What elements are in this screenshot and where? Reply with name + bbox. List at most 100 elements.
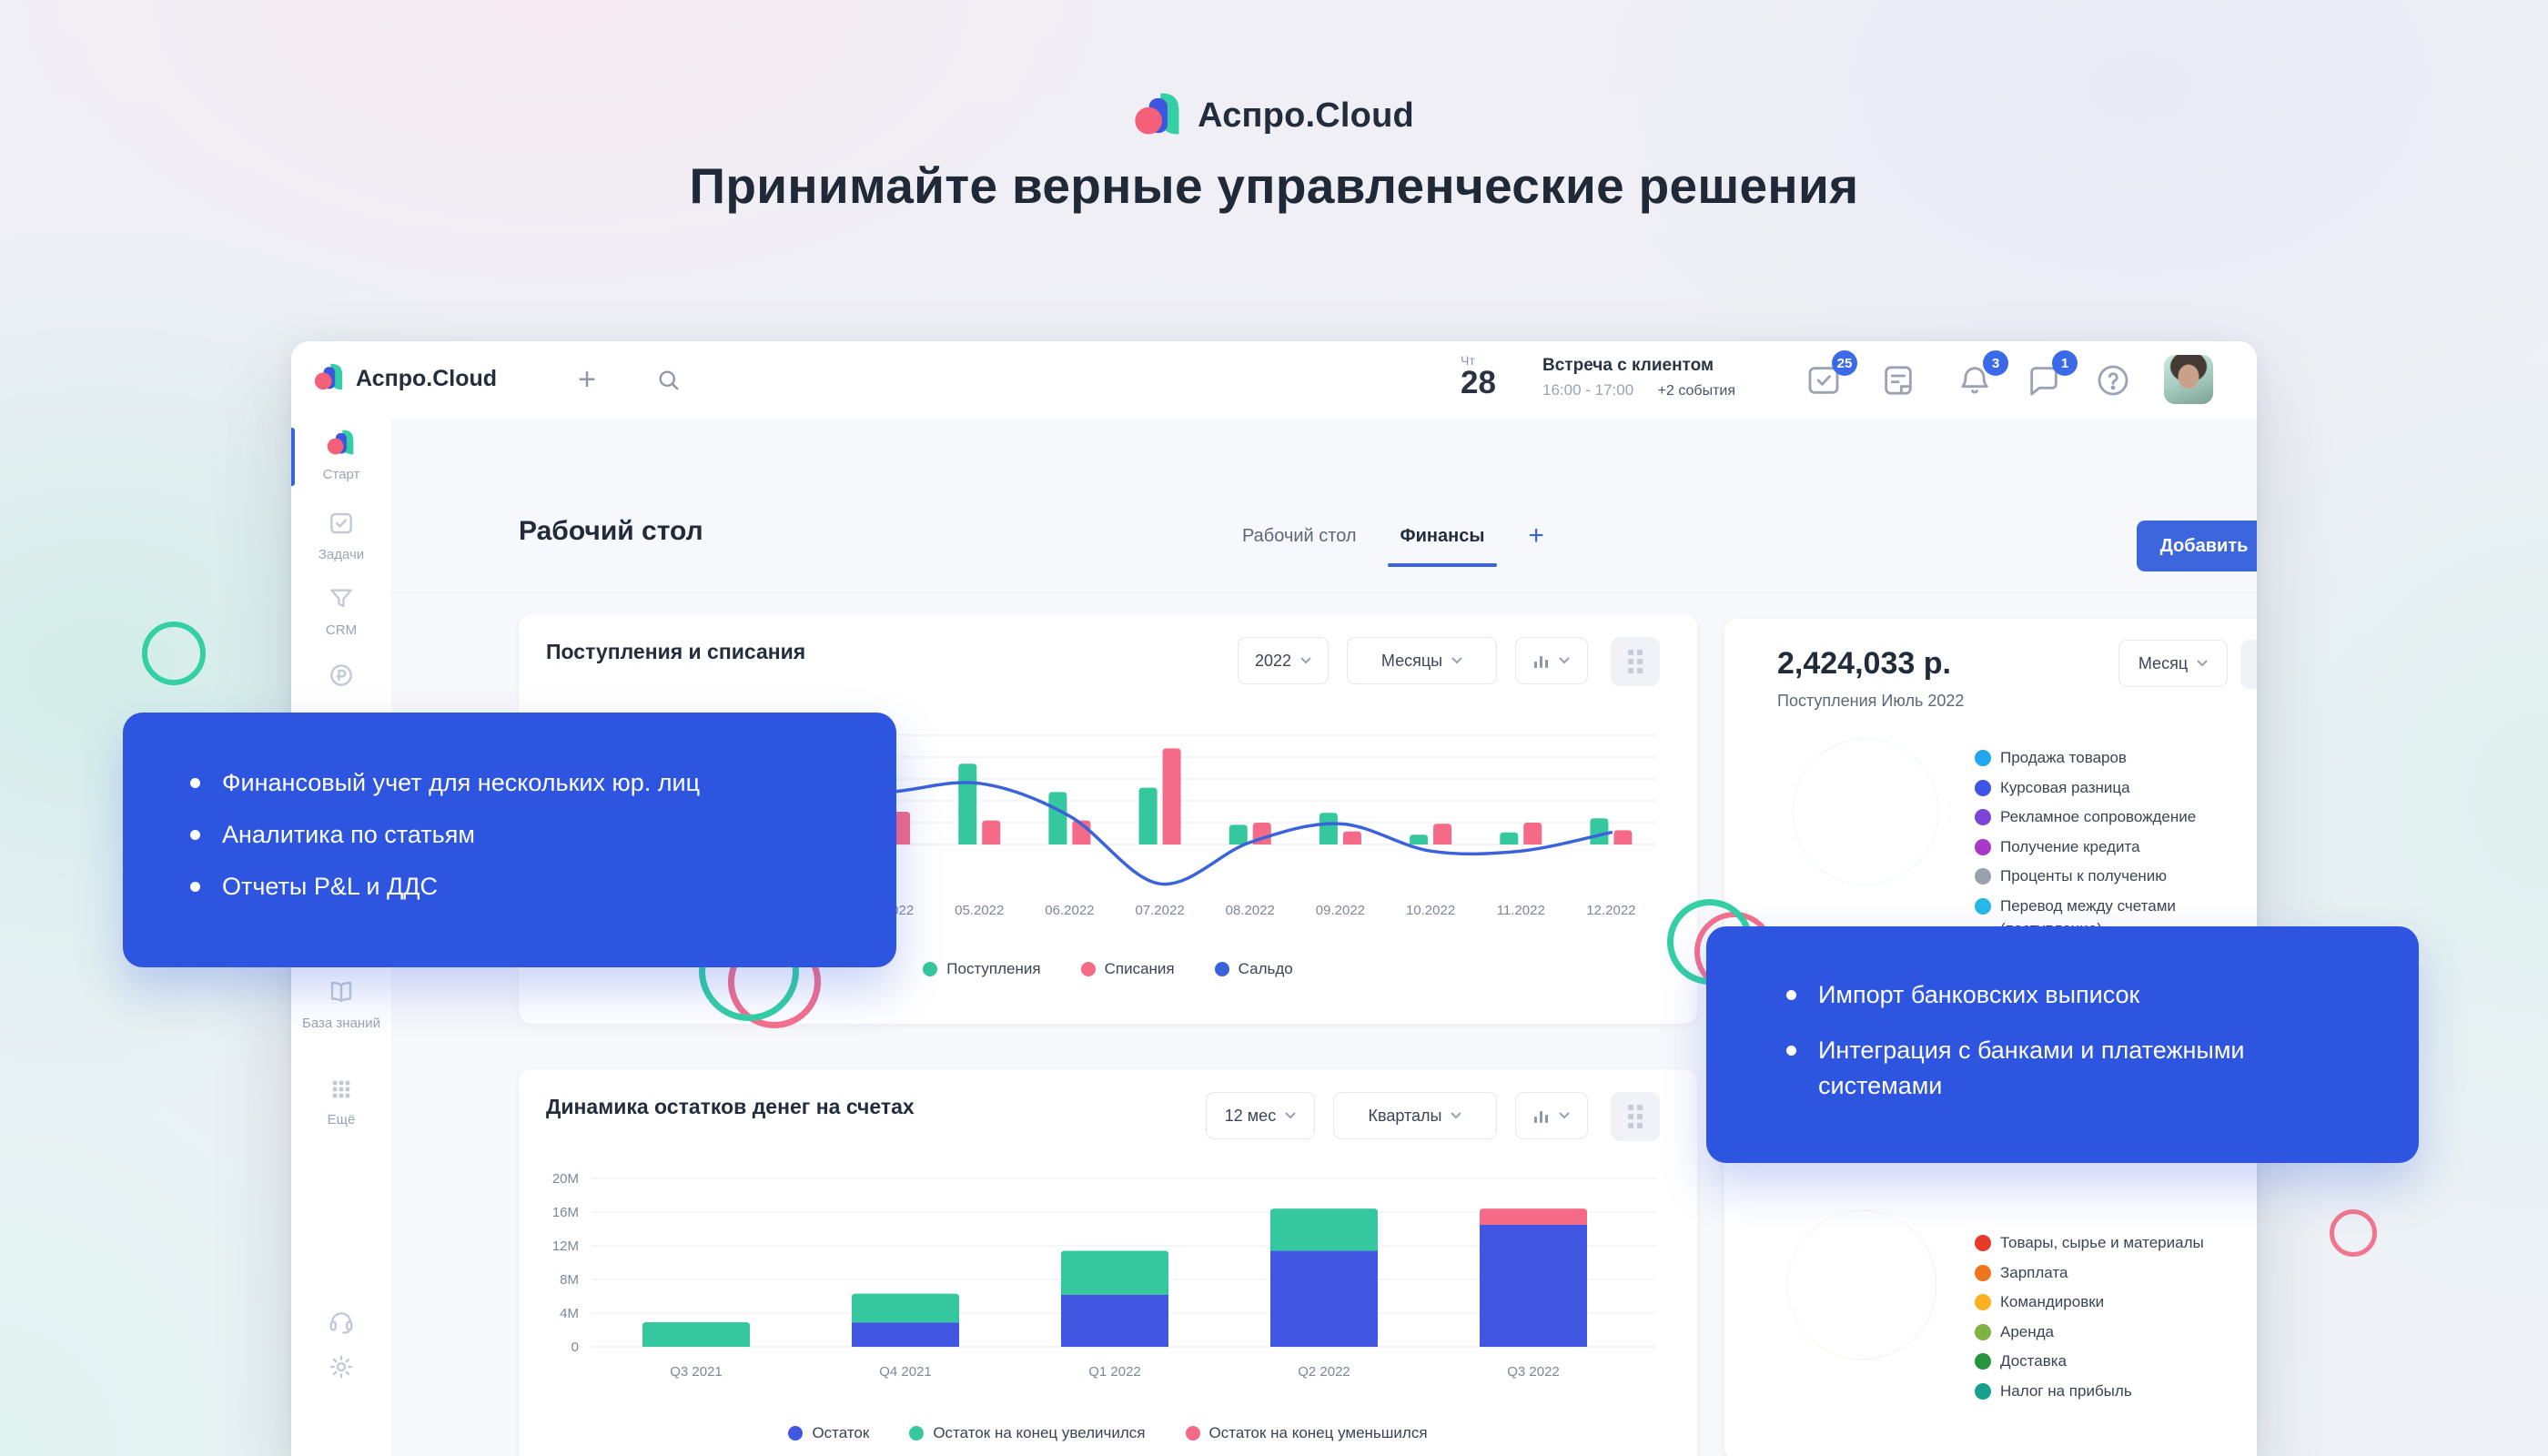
legend-label: Командировки	[2000, 1293, 2105, 1310]
legend-label: Товары, сырье и материалы	[2000, 1234, 2204, 1251]
date-weekday: Чт	[1461, 353, 1475, 368]
calendar-date[interactable]: Чт 28	[1461, 354, 1496, 400]
chevron-down-icon	[1300, 657, 1311, 664]
legend-dot	[788, 1426, 804, 1441]
chevron-down-icon	[1559, 657, 1570, 664]
svg-text:0: 0	[571, 1340, 579, 1355]
topbar-brand[interactable]: Аспро.Cloud	[314, 361, 497, 397]
balance-chart: 20M 16M 12M 8M 4M 0 Q3 2021 Q4 2021 Q1 2022 Q2 20…	[537, 1171, 1665, 1399]
drag-handle[interactable]	[1611, 637, 1660, 686]
crm-funnel-icon	[330, 589, 352, 608]
legend-label: Сальдо	[1238, 960, 1293, 977]
sidebar-item-more[interactable]: Ещё	[291, 1077, 391, 1127]
add-widget-button[interactable]: Добавить	[2137, 521, 2257, 571]
chart-type-dropdown[interactable]	[1515, 637, 1588, 684]
drag-handle[interactable]	[1611, 1092, 1660, 1141]
legend-dot	[1975, 750, 1991, 766]
chevron-down-icon	[2197, 660, 2208, 667]
legend-label: Списания	[1104, 960, 1175, 977]
notes-button[interactable]	[1876, 359, 1920, 402]
drag-handle[interactable]	[2240, 640, 2257, 689]
notifications-bell-button[interactable]: 3	[1953, 350, 2008, 402]
chevron-down-icon	[1451, 657, 1462, 664]
card-title: Динамика остатков денег на счетах	[546, 1095, 915, 1118]
search-icon[interactable]	[646, 341, 692, 419]
legend-dot	[1975, 868, 1991, 885]
dashboard-tabs: Рабочий стол Финансы +	[1242, 521, 1544, 567]
sidebar-item-settings[interactable]	[291, 1353, 391, 1385]
chart-legend: Поступления Списания Сальдо	[519, 960, 1697, 978]
legend-dot	[1975, 1294, 1991, 1310]
inbox-button[interactable]: 25	[1802, 350, 1857, 402]
brand-logo-icon	[1134, 89, 1183, 143]
chat-button[interactable]: 1	[2022, 350, 2078, 402]
date-day: 28	[1461, 365, 1496, 400]
legend-dot	[1975, 1264, 1991, 1281]
help-button[interactable]	[2091, 359, 2135, 402]
event-time: 16:00 - 17:00	[1542, 381, 1634, 399]
tab-dashboard[interactable]: Рабочий стол	[1242, 526, 1357, 546]
legend-label: Продажа товаров	[2000, 749, 2127, 766]
legend-item: Товары, сырье и материалы	[1975, 1231, 2257, 1255]
event-title: Встреча с клиентом	[1542, 356, 1714, 375]
start-icon	[327, 430, 354, 455]
legend-item: Списания	[1080, 960, 1175, 978]
month-filter-dropdown[interactable]: Месяц	[2118, 640, 2228, 687]
legend-item: Рекламное сопровождение	[1975, 805, 2257, 829]
more-grid-icon	[332, 1080, 350, 1098]
sidebar-item-support[interactable]	[291, 1308, 391, 1340]
period-filter-dropdown[interactable]: Месяцы	[1347, 637, 1497, 684]
legend-dot	[1975, 1323, 1991, 1340]
legend-item: Курсовая разница	[1975, 776, 2257, 800]
card-balance-dynamics: Динамика остатков денег на счетах 12 мес…	[519, 1069, 1697, 1456]
sidebar-item-tasks[interactable]: Задачи	[291, 510, 391, 562]
chart-legend: Остаток Остаток на конец увеличился Оста…	[519, 1424, 1697, 1442]
avatar[interactable]	[2164, 355, 2213, 404]
sidebar-item-crm[interactable]: CRM	[291, 585, 391, 638]
sidebar-item-start[interactable]: Старт	[291, 428, 391, 482]
svg-text:Q2 2022: Q2 2022	[1298, 1364, 1350, 1380]
year-filter-dropdown[interactable]: 2022	[1238, 637, 1329, 684]
chart-type-dropdown[interactable]	[1515, 1092, 1588, 1139]
svg-text:10.2022: 10.2022	[1406, 903, 1455, 918]
sidebar-active-indicator	[291, 428, 295, 486]
create-plus-button[interactable]: +	[578, 362, 596, 397]
card-title: Поступления и списания	[546, 640, 806, 663]
add-tab-button[interactable]: +	[1528, 521, 1544, 551]
legend-item: Зарплата	[1975, 1261, 2257, 1285]
legend-dot	[909, 1426, 925, 1441]
svg-text:05.2022: 05.2022	[955, 903, 1004, 918]
callout-item: Интеграция с банками и платежными систем…	[1818, 1036, 2245, 1100]
legend-label: Поступления	[946, 960, 1041, 977]
app-topbar: Аспро.Cloud + Чт 28 Встреча с клиентом 1…	[291, 341, 2257, 420]
svg-text:16M: 16M	[552, 1205, 579, 1220]
event-extra: +2 события	[1657, 383, 1736, 399]
income-donut-chart	[1793, 739, 1938, 885]
legend-label: Остаток на конец уменьшился	[1208, 1424, 1428, 1441]
legend-dot	[1975, 1353, 1991, 1370]
legend-item: Сальдо	[1214, 960, 1293, 978]
legend-dot	[1975, 1235, 1991, 1251]
legend-label: Зарплата	[2000, 1263, 2068, 1281]
legend-label: Налог на прибыль	[2000, 1381, 2132, 1400]
legend-label: Рекламное сопровождение	[2000, 808, 2197, 825]
sidebar-item-finance[interactable]	[291, 662, 391, 699]
tab-finance[interactable]: Финансы	[1387, 526, 1498, 567]
legend-item: Командировки	[1975, 1290, 2257, 1314]
svg-text:12M: 12M	[552, 1239, 579, 1254]
svg-text:20M: 20M	[552, 1171, 579, 1187]
sidebar-item-knowledge-base[interactable]: База знаний	[291, 978, 391, 1031]
legend-dot	[1975, 809, 1991, 825]
settings-gear-icon	[329, 1355, 353, 1379]
event-widget[interactable]: Встреча с клиентом 16:00 - 17:00 +2 собы…	[1542, 356, 1735, 399]
legend-item: Остаток на конец увеличился	[909, 1424, 1146, 1442]
legend-dot	[1080, 962, 1096, 976]
expense-donut-chart	[1787, 1210, 1936, 1360]
range-filter-dropdown[interactable]: 12 мес	[1206, 1092, 1315, 1139]
legend-item: Остаток на конец уменьшился	[1185, 1424, 1428, 1442]
granularity-filter-dropdown[interactable]: Кварталы	[1333, 1092, 1497, 1139]
topbar-brand-name: Аспро.Cloud	[356, 366, 498, 391]
legend-item: Продажа товаров	[1975, 746, 2257, 770]
bar-chart-icon	[1534, 656, 1548, 668]
